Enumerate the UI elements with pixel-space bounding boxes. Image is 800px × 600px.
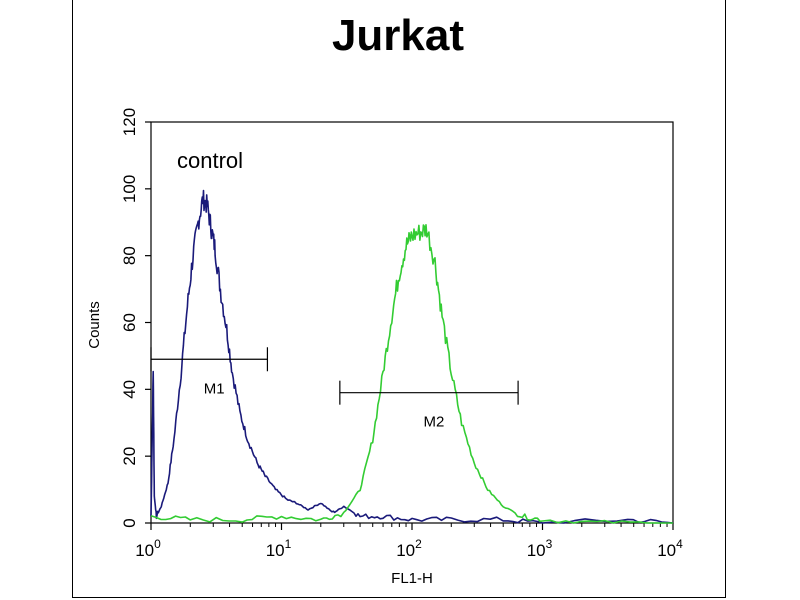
x-tick-label: 101	[266, 537, 292, 560]
control-annotation: control	[177, 148, 243, 173]
x-axis-label: FL1-H	[391, 570, 433, 587]
x-axis-ticks: 100 101 102 103 104	[135, 523, 683, 560]
y-tick-label: 60	[120, 313, 139, 332]
y-tick-label: 80	[120, 246, 139, 265]
y-tick-label: 20	[120, 447, 139, 466]
y-tick-label: 0	[120, 518, 139, 527]
y-tick-label: 120	[120, 108, 139, 136]
gate-markers: M1 M2	[150, 347, 519, 431]
y-axis-label: Counts	[86, 301, 103, 349]
y-axis-ticks: 0 20 40 60 80 100 120	[120, 108, 151, 528]
chart-title: Jurkat	[332, 11, 464, 60]
histogram-series-1	[150, 189, 674, 524]
y-tick-label: 100	[120, 175, 139, 203]
x-tick-label: 104	[657, 537, 683, 560]
x-tick-label: 103	[527, 537, 553, 560]
x-tick-label: 100	[135, 537, 161, 560]
gate-label: M1	[204, 380, 225, 397]
plot-area	[150, 121, 674, 524]
histogram-series-2	[150, 224, 673, 524]
y-tick-label: 40	[120, 380, 139, 399]
series-layer	[150, 189, 674, 524]
flow-cytometry-histogram: Jurkat 0 20 40 60 80 100 120 100 101 102 103 104 M…	[86, 11, 683, 587]
gate-label: M2	[424, 414, 445, 431]
chart-frame: Jurkat 0 20 40 60 80 100 120 100 101 102 103 104 M…	[72, 0, 726, 598]
x-tick-label: 102	[396, 537, 422, 560]
